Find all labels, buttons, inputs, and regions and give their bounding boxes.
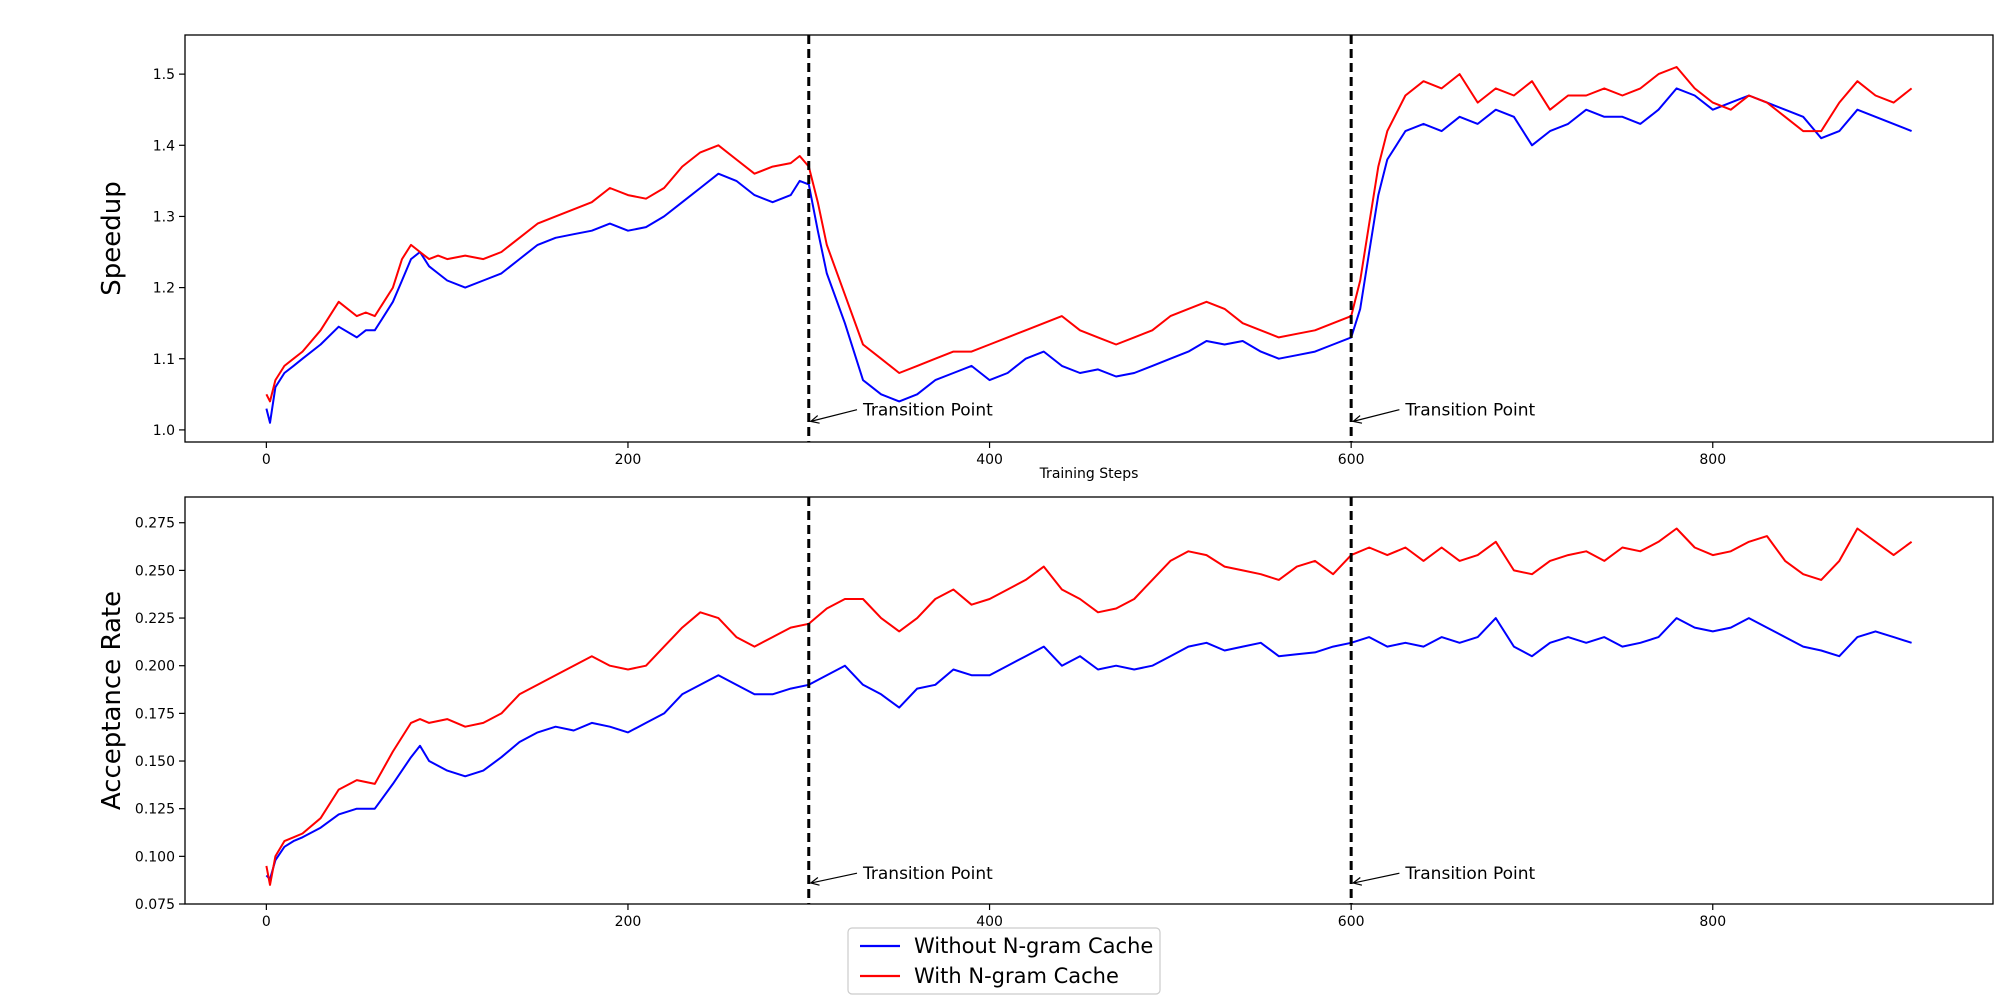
x-axis-title-speedup: Training Steps [1039, 466, 1139, 482]
series-line-speedup-without-ngram [265, 87, 1912, 424]
annotation-arrowhead-speedup-1 [1351, 415, 1363, 424]
y-tick-label-acceptance-0: 0.075 [135, 897, 175, 913]
x-tick-label-speedup-4: 800 [1699, 452, 1726, 468]
y-tick-label-speedup-1: 1.1 [153, 352, 175, 368]
x-tick-label-acceptance-4: 800 [1699, 914, 1726, 930]
y-tick-label-acceptance-1: 0.100 [135, 849, 175, 865]
axes-frame-speedup [184, 34, 1994, 443]
y-tick-label-speedup-5: 1.5 [153, 67, 175, 83]
series-line-speedup-with-ngram [265, 66, 1913, 403]
x-tick-label-acceptance-1: 200 [615, 914, 642, 930]
series-line-acceptance-without-ngram [265, 617, 1912, 881]
annotation-arrowhead-speedup-0 [809, 415, 820, 424]
annotation-arrow-acceptance-0 [810, 872, 858, 884]
x-tick-label-speedup-2: 400 [976, 452, 1003, 468]
legend: Without N-gram Cache With N-gram Cache [847, 927, 1161, 995]
y-tick-label-acceptance-7: 0.250 [135, 563, 175, 579]
annotation-text-speedup-1: Transition Point [1404, 401, 1535, 421]
y-axis-title-acceptance: Acceptance Rate [97, 591, 127, 810]
plot-speedup: Transition Point Transition Point 1.0 1.1 1.… [97, 34, 1994, 482]
x-tick-label-speedup-0: 0 [262, 452, 271, 468]
y-tick-label-acceptance-8: 0.275 [135, 516, 175, 532]
legend-label-without-ngram: Without N-gram Cache [914, 934, 1153, 958]
x-tick-label-acceptance-3: 600 [1338, 914, 1365, 930]
annotation-arrow-speedup-0 [810, 409, 858, 422]
legend-label-with-ngram: With N-gram Cache [914, 964, 1119, 988]
y-tick-label-acceptance-5: 0.200 [135, 659, 175, 675]
annotation-text-acceptance-0: Transition Point [862, 864, 993, 884]
y-tick-label-speedup-4: 1.4 [153, 138, 175, 154]
x-tick-label-speedup-3: 600 [1338, 452, 1365, 468]
x-tick-label-acceptance-0: 0 [262, 914, 271, 930]
y-tick-label-acceptance-2: 0.125 [135, 802, 175, 818]
y-axis-title-speedup: Speedup [97, 181, 127, 296]
y-tick-label-speedup-2: 1.2 [153, 281, 175, 297]
annotation-arrow-acceptance-1 [1353, 872, 1400, 884]
y-tick-label-speedup-0: 1.0 [153, 423, 175, 439]
axes-frame-acceptance [184, 496, 1994, 905]
annotation-text-acceptance-1: Transition Point [1404, 864, 1535, 884]
plot-acceptance: Transition Point Transition Point 0.075 0.1… [97, 496, 1994, 930]
annotation-arrow-speedup-1 [1353, 409, 1400, 422]
y-tick-label-acceptance-6: 0.225 [135, 611, 175, 627]
y-tick-label-acceptance-3: 0.150 [135, 754, 175, 770]
x-tick-label-acceptance-2: 400 [976, 914, 1003, 930]
x-tick-label-speedup-1: 200 [615, 452, 642, 468]
y-tick-label-speedup-3: 1.3 [153, 209, 175, 225]
annotation-arrowhead-acceptance-0 [809, 877, 820, 886]
y-tick-label-acceptance-4: 0.175 [135, 706, 175, 722]
annotation-arrowhead-acceptance-1 [1351, 877, 1363, 886]
series-line-acceptance-with-ngram [265, 527, 1913, 886]
annotation-text-speedup-0: Transition Point [862, 401, 993, 421]
legend-frame [847, 927, 1161, 995]
